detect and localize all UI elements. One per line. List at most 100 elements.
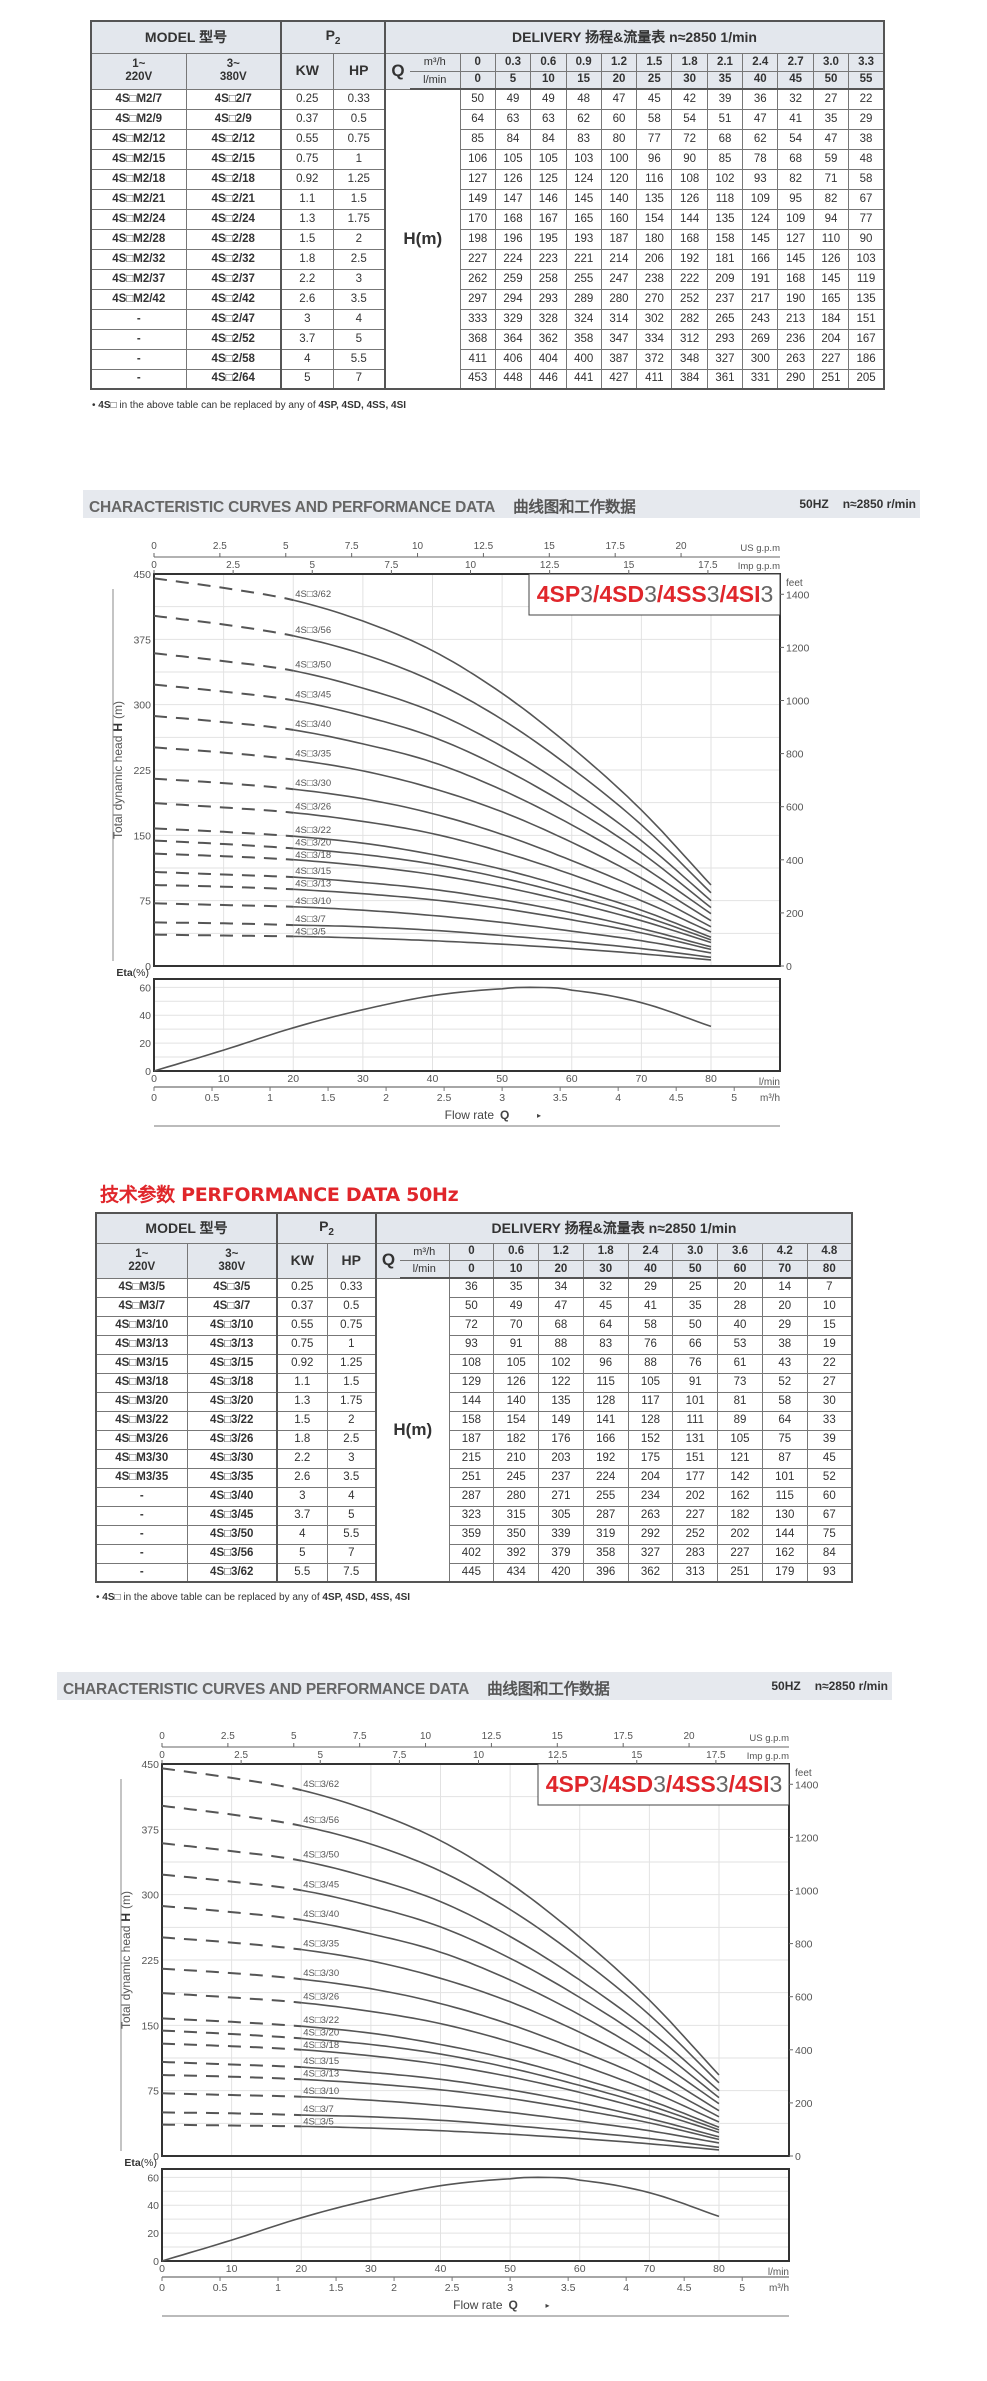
x-tick-label: 0 <box>151 1073 157 1085</box>
head-value: 190 <box>777 288 814 310</box>
imp-gpm-tick-label: 12.5 <box>540 560 560 571</box>
head-value: 115 <box>582 1372 629 1393</box>
model-1ph: 4S□M3/7 <box>95 1296 188 1317</box>
table-row: -4S□2/58 4 5.5 411 406 404 400 387 372 348 327 300 2… <box>90 348 885 370</box>
us-gpm-tick-label: 15 <box>552 1731 564 1742</box>
m3h-tick-label: 3 <box>507 2282 513 2294</box>
curve-label: 4S□3/15 <box>295 866 331 877</box>
m3h-tick-label: 1.5 <box>329 2282 344 2294</box>
y-tick-label: 450 <box>141 1759 159 1771</box>
curve-4S□3/45 <box>293 699 712 909</box>
curve-4S□3/13 <box>293 888 712 951</box>
table-row: 4S□M2/32 4S□2/32 1.8 2.5 227 224 223 221 214 206 1… <box>90 248 885 270</box>
curve-4S□3/35 <box>293 758 712 922</box>
flow-lmin-cell: 40 <box>627 1260 674 1279</box>
curve-4S□3/26 <box>301 2001 720 2123</box>
imp-gpm-tick-label: 5 <box>309 560 315 571</box>
y-tick-label: 225 <box>133 765 151 777</box>
head-value: 77 <box>636 128 673 150</box>
model-3ph: 4S□3/56 <box>186 1543 279 1564</box>
table-row: 4S□M3/35 4S□3/35 2.6 3.5 251 245 237 224 204 177 1… <box>95 1467 853 1488</box>
power-hp: 1.5 <box>326 1372 378 1393</box>
unit-m3h: m³/h <box>400 1242 450 1261</box>
q-header: Q <box>375 1242 401 1279</box>
flow-m3h-cell: 1.5 <box>636 52 673 72</box>
power-hp: 7.5 <box>326 1562 378 1583</box>
voltage-3ph-header: 3~ 380V <box>185 52 283 90</box>
head-value: 223 <box>530 248 567 270</box>
head-value: 131 <box>672 1429 719 1450</box>
power-kw: 0.25 <box>276 1277 328 1298</box>
delivery-header: DELIVERY 扬程&流量表 n≈2850 1/min <box>384 20 885 54</box>
head-value: 82 <box>812 188 850 210</box>
model-3ph: 4S□2/18 <box>185 168 283 190</box>
curve-4S□3/7 <box>301 2114 720 2149</box>
x-tick-label: 10 <box>218 1073 230 1085</box>
curve-label: 4S□3/30 <box>303 1968 339 1979</box>
head-value: 400 <box>565 348 602 370</box>
head-value: 115 <box>761 1486 808 1507</box>
x-tick-label: 80 <box>705 1073 717 1085</box>
m3h-tick-label: 0 <box>151 1092 157 1104</box>
head-value: 135 <box>848 288 885 310</box>
m3h-tick-label: 3 <box>499 1092 505 1104</box>
y-axis-label-var: H <box>111 723 125 732</box>
curve-dashed-4S□3/45 <box>153 683 294 702</box>
curve-4S□3/20 <box>293 847 712 941</box>
table-row: 4S□M2/9 4S□2/9 0.37 0.5 64 63 63 62 60 58 54 51 47 41… <box>90 108 885 130</box>
head-value: 237 <box>538 1467 584 1488</box>
imp-gpm-tick-label: 12.5 <box>548 1750 568 1761</box>
model-3ph: 4S□2/15 <box>185 148 283 170</box>
us-gpm-tick-label: 17.5 <box>613 1731 633 1742</box>
x-axis-label: Flow rate Q <box>445 1108 510 1122</box>
table-row: 4S□M2/18 4S□2/18 0.92 1.25 127 126 125 124 120 11… <box>90 168 885 190</box>
curve-dashed-4S□3/45 <box>161 1873 302 1892</box>
head-value: 255 <box>565 268 602 290</box>
head-value: 453 <box>459 368 496 390</box>
curve-dashed-4S□3/26 <box>153 802 294 814</box>
model-3ph: 4S□2/9 <box>185 108 283 130</box>
unit-lmin: l/min <box>400 1260 450 1279</box>
x-axis-label-var: Q <box>500 1108 509 1122</box>
head-value: 100 <box>600 148 638 170</box>
head-value: 327 <box>706 348 744 370</box>
head-value: 19 <box>806 1334 853 1355</box>
curve-4S□3/22 <box>293 835 712 939</box>
curve-dashed-4S□3/7 <box>161 2111 302 2117</box>
curve-dashed-4S□3/20 <box>153 839 294 850</box>
head-value: 83 <box>582 1334 629 1355</box>
y-tick-label: 75 <box>139 896 151 908</box>
curve-label: 4S□3/62 <box>303 1779 339 1790</box>
footnote-text: in the above table can be replaced by an… <box>120 1592 323 1603</box>
y2-tick-label: 400 <box>786 855 804 867</box>
curve-dashed-4S□3/30 <box>161 1967 302 1981</box>
head-value: 329 <box>494 308 532 330</box>
flow-lmin-cell: 0 <box>459 70 496 90</box>
curve-dashed-4S□3/15 <box>161 2060 302 2069</box>
head-value: 66 <box>672 1334 719 1355</box>
power-hp: 0.75 <box>326 1315 378 1336</box>
section-title: 技术参数 PERFORMANCE DATA 50Hz <box>100 1184 459 1206</box>
power-kw: 2.2 <box>280 268 334 290</box>
model-header: MODEL 型号 <box>95 1212 279 1244</box>
curve-dashed-4S□3/15 <box>153 870 294 879</box>
head-value: 324 <box>565 308 602 330</box>
imp-gpm-tick-label: 15 <box>631 1750 643 1761</box>
legend-part: 4SP <box>537 581 580 607</box>
footnote-models: 4SP, 4SD, 4SS, 4SI <box>318 400 407 411</box>
x-tick-label: 30 <box>357 1073 369 1085</box>
head-value: 270 <box>636 288 673 310</box>
y-tick-label: 375 <box>133 634 151 646</box>
head-value: 151 <box>848 308 885 330</box>
curve-label: 4S□3/30 <box>295 778 331 789</box>
table-row: 4S□M3/30 4S□3/30 2.2 3 215 210 203 192 175 151 121… <box>95 1448 853 1469</box>
head-value: 243 <box>742 308 779 330</box>
legend-part: 3 <box>653 1771 666 1797</box>
m3h-tick-label: 4 <box>623 2282 629 2294</box>
curve-4S□3/5 <box>301 2125 720 2151</box>
curve-label: 4S□3/40 <box>303 1909 339 1920</box>
eta-label-unit: (%) <box>141 2157 157 2169</box>
legend-part: /4SS <box>657 581 707 607</box>
m3h-tick-label: 2.5 <box>437 1092 452 1104</box>
